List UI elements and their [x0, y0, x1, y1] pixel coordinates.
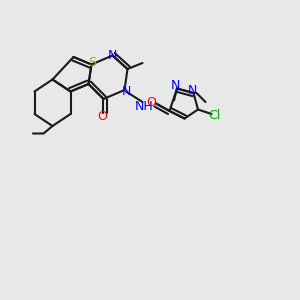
Text: O: O — [97, 110, 107, 124]
Text: N: N — [187, 83, 197, 97]
Text: N: N — [171, 79, 180, 92]
Text: Cl: Cl — [208, 109, 220, 122]
Text: N: N — [121, 85, 131, 98]
Text: O: O — [147, 95, 156, 109]
Text: NH: NH — [135, 100, 153, 113]
Text: N: N — [108, 49, 117, 62]
Text: S: S — [88, 56, 96, 70]
